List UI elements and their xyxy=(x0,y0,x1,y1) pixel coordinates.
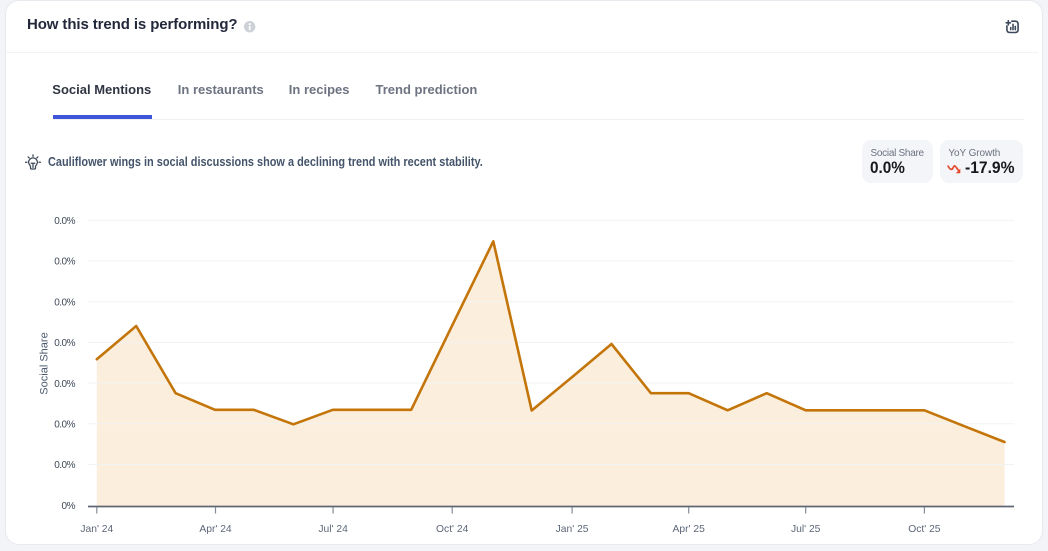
svg-text:0.0%: 0.0% xyxy=(54,379,75,390)
svg-text:0.0%: 0.0% xyxy=(54,460,75,471)
svg-text:Oct' 24: Oct' 24 xyxy=(436,524,469,535)
svg-text:0%: 0% xyxy=(62,501,76,512)
svg-text:0.0%: 0.0% xyxy=(54,338,75,349)
svg-text:Apr' 24: Apr' 24 xyxy=(199,524,232,535)
svg-text:Jul' 25: Jul' 25 xyxy=(791,524,821,535)
svg-text:0.0%: 0.0% xyxy=(54,297,75,308)
svg-text:Apr' 25: Apr' 25 xyxy=(673,524,706,535)
svg-text:0.0%: 0.0% xyxy=(54,216,75,227)
svg-text:Jul' 24: Jul' 24 xyxy=(318,524,348,535)
svg-text:Jan' 25: Jan' 25 xyxy=(556,524,589,535)
svg-text:Social Share: Social Share xyxy=(39,332,51,394)
svg-text:0.0%: 0.0% xyxy=(54,420,75,431)
svg-text:0.0%: 0.0% xyxy=(54,257,75,268)
svg-text:Oct' 25: Oct' 25 xyxy=(908,524,941,535)
svg-text:Jan' 24: Jan' 24 xyxy=(80,524,113,535)
